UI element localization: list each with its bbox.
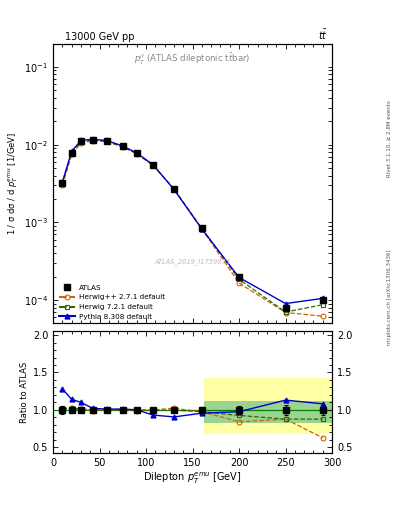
Bar	[204, 401, 332, 423]
Text: mcplots.cern.ch [arXiv:1306.3436]: mcplots.cern.ch [arXiv:1306.3436]	[387, 249, 392, 345]
Y-axis label: Ratio to ATLAS: Ratio to ATLAS	[20, 361, 29, 423]
Text: ATLAS_2019_I1759875: ATLAS_2019_I1759875	[154, 259, 231, 265]
Text: 13000 GeV pp: 13000 GeV pp	[65, 32, 134, 42]
Text: $p_T^{ll}$ (ATLAS dileptonic t$\bar{t}$bar): $p_T^{ll}$ (ATLAS dileptonic t$\bar{t}$b…	[134, 52, 251, 67]
Text: Rivet 3.1.10, ≥ 2.8M events: Rivet 3.1.10, ≥ 2.8M events	[387, 100, 392, 177]
Text: $t\bar{t}$: $t\bar{t}$	[318, 28, 328, 42]
Legend: ATLAS, Herwig++ 2.7.1 default, Herwig 7.2.1 default, Pythia 8.308 default: ATLAS, Herwig++ 2.7.1 default, Herwig 7.…	[59, 285, 165, 320]
X-axis label: Dilepton $p_T^{emu}$ [GeV]: Dilepton $p_T^{emu}$ [GeV]	[143, 471, 242, 486]
Bar	[204, 378, 332, 434]
Y-axis label: 1 / σ dσ / d $p_T^{emu}$ [1/GeV]: 1 / σ dσ / d $p_T^{emu}$ [1/GeV]	[6, 132, 20, 235]
